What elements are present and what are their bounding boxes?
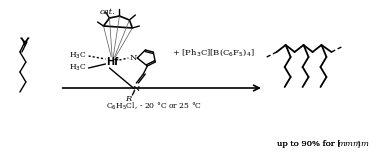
Text: ]: ] (356, 140, 359, 148)
Text: C$_6$H$_5$Cl, - 20 °C or 25 °C: C$_6$H$_5$Cl, - 20 °C or 25 °C (106, 100, 202, 112)
Text: H$_3$C: H$_3$C (69, 51, 87, 61)
Text: R: R (125, 95, 132, 103)
Text: up to 90% for [: up to 90% for [ (277, 140, 340, 148)
Text: N: N (130, 54, 137, 62)
Text: H$_3$C: H$_3$C (69, 63, 87, 73)
Text: Hf: Hf (106, 57, 119, 67)
Text: + [Ph$_3$C][B(C$_6$F$_5$)$_4$]: + [Ph$_3$C][B(C$_6$F$_5$)$_4$] (172, 46, 255, 58)
Text: mmmm: mmmm (338, 140, 369, 148)
Text: N: N (133, 85, 140, 93)
Text: up to 90% for [: up to 90% for [ (277, 140, 340, 148)
Text: cat.: cat. (100, 8, 115, 16)
